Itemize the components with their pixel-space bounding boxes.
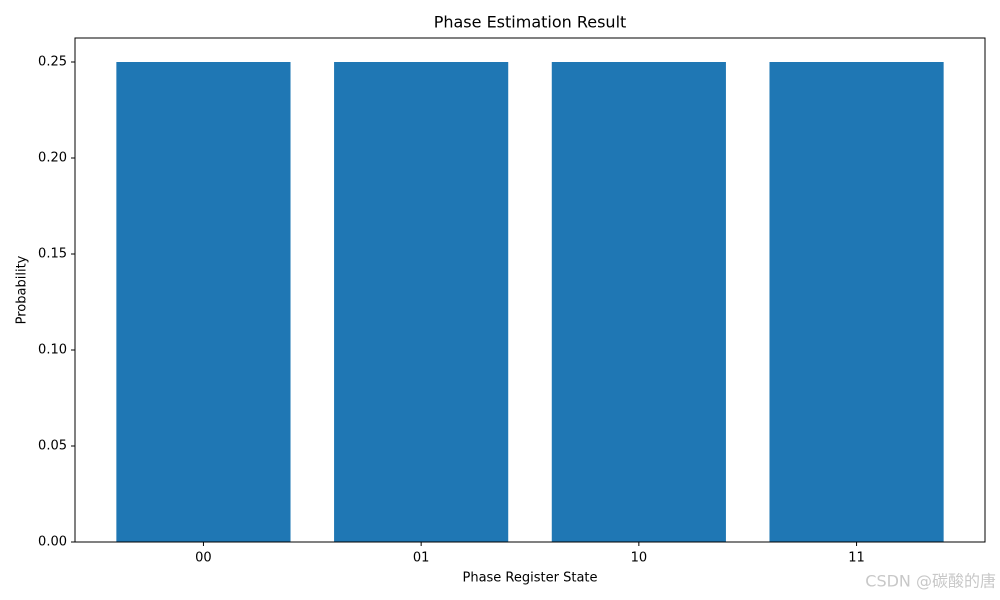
x-tick-label: 10 <box>631 551 648 566</box>
x-tick-label: 01 <box>413 551 430 566</box>
y-tick-label: 0.20 <box>38 151 67 166</box>
bar <box>551 62 726 542</box>
y-tick-label: 0.15 <box>38 247 67 262</box>
bar <box>769 62 944 542</box>
y-tick-label: 0.10 <box>38 343 67 358</box>
chart-title: Phase Estimation Result <box>434 13 627 32</box>
bar <box>334 62 509 542</box>
y-axis-label: Probability <box>15 255 30 324</box>
x-tick-label: 00 <box>195 551 212 566</box>
y-tick-label: 0.05 <box>38 439 67 454</box>
y-tick-label: 0.00 <box>38 535 67 550</box>
plot-frame <box>74 37 986 543</box>
x-axis-label: Phase Register State <box>462 571 597 586</box>
watermark: CSDN @碳酸的唐 <box>865 572 996 591</box>
bar <box>116 62 291 542</box>
y-tick-label: 0.25 <box>38 55 67 70</box>
x-tick-label: 11 <box>848 551 865 566</box>
